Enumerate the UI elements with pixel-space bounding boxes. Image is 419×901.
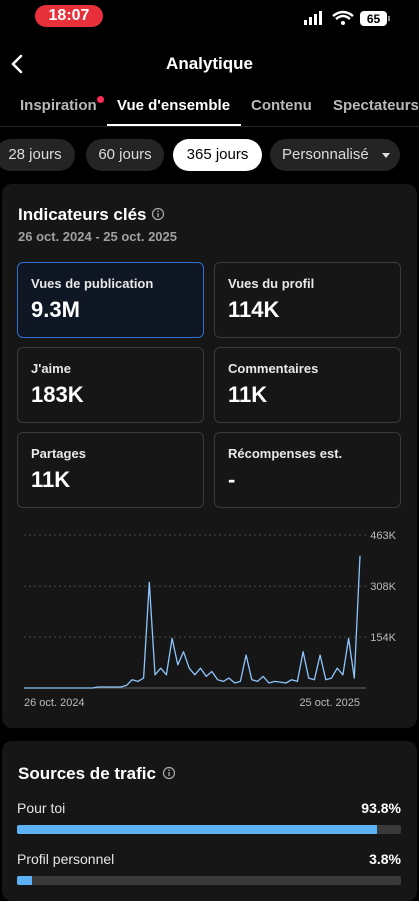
metric-value: 11K bbox=[228, 382, 268, 407]
tab[interactable]: Spectateurs bbox=[333, 97, 419, 114]
info-icon[interactable] bbox=[151, 207, 165, 221]
bar-track bbox=[17, 825, 401, 834]
dropdown-caret bbox=[381, 153, 390, 158]
metric-label: Vues du profil bbox=[228, 276, 315, 291]
period-label: Personnalisé bbox=[282, 146, 369, 163]
status-icons: 65 bbox=[304, 10, 390, 26]
metric-value: - bbox=[228, 467, 236, 492]
back-button[interactable] bbox=[8, 53, 28, 75]
metric-label: Vues de publication bbox=[31, 276, 154, 291]
date-range: 26 oct. 2024 - 25 oct. 2025 bbox=[18, 229, 177, 244]
x-tick-label: 25 oct. 2025 bbox=[299, 697, 360, 709]
series-line bbox=[24, 555, 361, 689]
metric-tile[interactable]: Partages 11K bbox=[17, 432, 204, 508]
tab[interactable]: Vue d'ensemble bbox=[117, 97, 231, 114]
metric-tile[interactable]: Récompenses est. - bbox=[214, 432, 401, 508]
bar bbox=[17, 876, 32, 885]
status-time: 18:07 bbox=[35, 5, 103, 27]
tab-indicator bbox=[107, 124, 241, 126]
metric-value: 183K bbox=[31, 382, 84, 407]
metric-tile[interactable]: Vues de publication 9.3M bbox=[17, 262, 204, 338]
metric-value: 9.3M bbox=[31, 297, 80, 322]
y-tick-label: 154K bbox=[370, 632, 396, 644]
battery-level: 65 bbox=[367, 12, 381, 26]
metric-value: 11K bbox=[31, 467, 71, 492]
metric-value: 114K bbox=[228, 297, 280, 322]
notification-dot bbox=[97, 96, 104, 103]
bar-track bbox=[17, 876, 401, 885]
tab-divider bbox=[0, 126, 419, 127]
y-tick-label: 308K bbox=[370, 581, 396, 593]
section-title: Sources de trafic bbox=[18, 764, 156, 783]
metric-label: Partages bbox=[31, 446, 86, 461]
x-tick-label: 26 oct. 2024 bbox=[24, 697, 85, 709]
metric-tile[interactable]: J'aime 183K bbox=[17, 347, 204, 423]
traffic-card bbox=[2, 741, 417, 901]
period-chip[interactable]: 365 jours bbox=[173, 139, 262, 171]
section-title: Indicateurs clés bbox=[18, 205, 147, 224]
period-chip[interactable]: Personnalisé bbox=[270, 139, 400, 171]
source-name: Profil personnel bbox=[17, 851, 115, 867]
y-tick-label: 463K bbox=[370, 530, 396, 542]
tab[interactable]: Inspiration bbox=[20, 97, 97, 114]
tab[interactable]: Contenu bbox=[251, 97, 312, 114]
period-chip[interactable]: 60 jours bbox=[86, 139, 164, 171]
source-percent: 93.8% bbox=[361, 800, 401, 816]
source-name: Pour toi bbox=[17, 800, 66, 816]
line-chart: 154K 308K 463K 26 oct. 2024 25 oct. 2025 bbox=[24, 530, 397, 709]
metric-label: Commentaires bbox=[228, 361, 319, 376]
metric-tile[interactable]: Vues du profil 114K bbox=[214, 262, 401, 338]
metric-label: Récompenses est. bbox=[228, 446, 343, 461]
info-icon[interactable] bbox=[162, 766, 176, 780]
source-percent: 3.8% bbox=[369, 851, 401, 867]
bar bbox=[17, 825, 378, 834]
page-title: Analytique bbox=[166, 54, 253, 73]
period-chip[interactable]: 28 jours bbox=[0, 139, 75, 171]
metric-tile[interactable]: Commentaires 11K bbox=[214, 347, 401, 423]
metric-label: J'aime bbox=[31, 361, 71, 376]
